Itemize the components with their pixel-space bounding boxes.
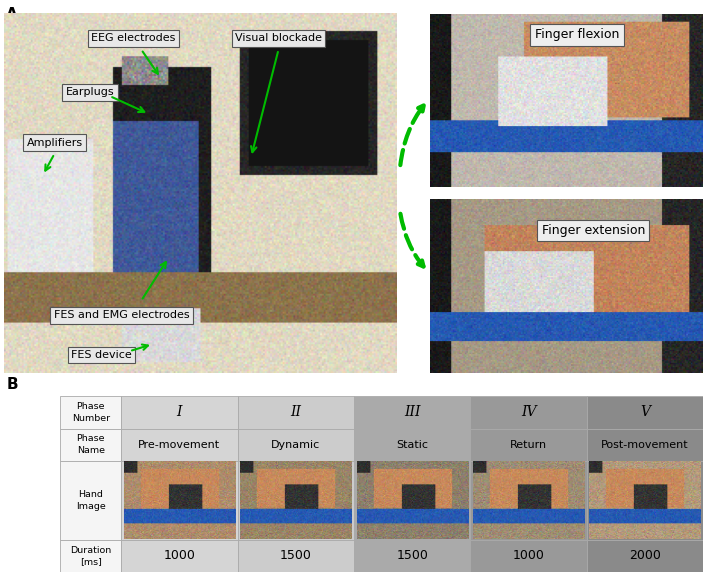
Bar	[121, 396, 238, 428]
Text: Static: Static	[396, 440, 428, 450]
Text: IV: IV	[521, 405, 536, 419]
Text: Visual blockade: Visual blockade	[235, 34, 322, 43]
Text: Earplugs: Earplugs	[66, 87, 114, 97]
Bar	[238, 396, 354, 428]
Text: FES and EMG electrodes: FES and EMG electrodes	[54, 310, 189, 320]
Bar	[587, 428, 703, 461]
Text: B: B	[6, 377, 18, 392]
Bar	[587, 540, 703, 572]
Text: Finger extension: Finger extension	[542, 224, 645, 237]
Text: Phase
Number: Phase Number	[72, 402, 110, 423]
Text: A: A	[6, 7, 18, 22]
Bar	[470, 396, 587, 428]
Text: Hand
Image: Hand Image	[76, 490, 105, 511]
Text: Finger flexion: Finger flexion	[535, 28, 619, 41]
Bar	[121, 540, 238, 572]
Text: Dynamic: Dynamic	[271, 440, 321, 450]
Text: 2000: 2000	[629, 550, 661, 562]
Text: I: I	[177, 405, 182, 419]
Bar	[60, 396, 121, 428]
Text: 1000: 1000	[513, 550, 544, 562]
Text: Pre-movement: Pre-movement	[138, 440, 220, 450]
Bar	[354, 428, 470, 461]
Text: V: V	[640, 405, 650, 419]
Text: 1500: 1500	[396, 550, 428, 562]
Bar	[238, 428, 354, 461]
Bar	[470, 461, 587, 540]
Bar	[470, 428, 587, 461]
Text: II: II	[290, 405, 302, 419]
Text: III: III	[404, 405, 421, 419]
Bar	[60, 461, 121, 540]
Text: Return: Return	[510, 440, 547, 450]
Bar	[587, 396, 703, 428]
Bar	[121, 461, 238, 540]
Text: Duration
[ms]: Duration [ms]	[70, 546, 111, 566]
Bar	[354, 461, 470, 540]
Text: Phase
Name: Phase Name	[76, 435, 105, 455]
Bar	[354, 540, 470, 572]
Text: Amplifiers: Amplifiers	[27, 138, 83, 148]
Text: EEG electrodes: EEG electrodes	[91, 34, 176, 43]
Bar	[238, 461, 354, 540]
Bar	[354, 396, 470, 428]
Bar	[60, 428, 121, 461]
Text: 1000: 1000	[164, 550, 195, 562]
Bar	[470, 540, 587, 572]
Bar	[587, 461, 703, 540]
Text: 1500: 1500	[280, 550, 312, 562]
Bar	[238, 540, 354, 572]
Text: FES device: FES device	[72, 350, 132, 360]
Bar	[60, 540, 121, 572]
Bar	[121, 428, 238, 461]
Text: Post-movement: Post-movement	[601, 440, 689, 450]
